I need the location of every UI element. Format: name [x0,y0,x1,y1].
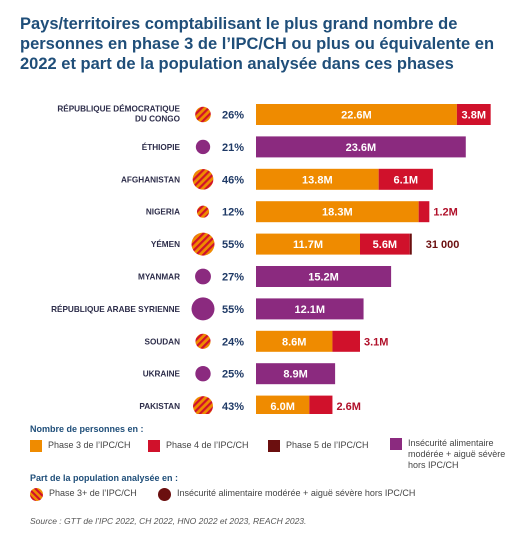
bar-segment [456,104,491,125]
bar-value-label: 6.0M [270,401,294,413]
share-circle [193,396,213,414]
bar-segment [256,330,333,352]
legend-circle [158,488,171,501]
bar-value-label: 15.2M [308,272,339,284]
category-label: ÉTHIOPIE [142,142,181,152]
category-label: RÉPUBLIQUE ARABE SYRIENNE [51,304,180,314]
chart-plot: RÉPUBLIQUE DÉMOCRATIQUE DU CONGO 26% 22.6M 3… [51,104,491,414]
bar-value-label: 8.6M [282,336,306,348]
bar-value-label: 2.6M [336,401,360,413]
bar-segment [378,168,433,190]
bar-segment [256,363,336,385]
bar-segment [256,201,419,223]
bar-segment [332,330,360,352]
bar-segment [409,233,412,255]
share-circle [195,139,211,155]
share-label: 46% [222,174,244,186]
title-part1: Pays/territoires comptabilisant le plus … [20,15,374,33]
share-circle [191,232,215,256]
legend-label: Insécurité alimentaire modérée + aiguë s… [408,438,506,470]
bar-value-label: 31 000 [426,239,460,251]
category-label: PAKISTAN [139,402,180,411]
share-circle [195,333,211,349]
bar-segment [256,298,364,320]
bar-value-label: 13.8M [302,174,333,186]
legend-label: Phase 5 de l’IPC/CH [286,440,369,450]
bar-value-label: 12.1M [294,304,325,316]
category-label: MYANMAR [138,273,180,282]
legend-swatch [390,438,402,450]
title-bold2: part de la population analysée dans ces … [80,55,454,73]
bar-segment [256,395,310,414]
share-label: 12% [222,207,244,219]
legend-item-moderate: Insécurité alimentaire modérée + aiguë s… [390,438,515,471]
legend-share-heading: Part de la population analysée en : [30,473,179,483]
bar-segment [256,104,457,125]
bar-value-label: 5.6M [373,239,397,251]
legend-label: Insécurité alimentaire modérée + aiguë s… [177,488,416,498]
bar-value-label: 3.8M [462,110,486,122]
share-label: 55% [222,239,244,251]
share-circle [195,366,211,382]
category-label: SOUDAN [145,337,181,346]
bar-segment [256,136,466,158]
legend-share-item-moderate: Insécurité alimentaire modérée + aiguë s… [158,488,415,501]
share-circle [196,205,210,218]
bar-segment [256,233,360,255]
share-circle [192,168,214,190]
chart-title: Pays/territoires comptabilisant le plus … [20,14,512,74]
legend-share-item-ipc: Phase 3+ de l’IPC/CH [30,488,137,501]
share-circle [195,268,211,285]
category-label: NIGERIA [146,208,180,217]
title-part2: en 2022 et [20,35,495,73]
legend-label: Phase 3+ de l’IPC/CH [49,488,137,498]
category-label: UKRAINE [143,370,181,379]
category-label: RÉPUBLIQUE DÉMOCRATIQUE DU CONGO [57,104,180,124]
bar-value-label: 11.7M [293,239,323,251]
share-label: 43% [222,401,244,413]
share-circle [191,297,215,321]
legend-swatch [30,440,42,452]
legend-swatch [148,440,160,452]
legend-count-heading: Nombre de personnes en : [30,424,144,434]
bar-segment [256,168,379,190]
bar-value-label: 8.9M [283,369,307,381]
share-label: 24% [222,336,244,348]
category-label: YÉMEN [151,239,180,249]
bar-value-label: 6.1M [394,174,418,186]
bar-segment [309,395,333,414]
bar-value-label: 3.1M [364,336,388,348]
bar-value-label: 1.2M [433,207,457,219]
bar-value-label: 22.6M [341,110,372,122]
share-label: 26% [222,110,244,122]
bar-segment [256,266,392,287]
legend-swatch [268,440,280,452]
share-label: 55% [222,304,244,316]
legend-label: Phase 4 de l’IPC/CH [166,440,249,450]
source-note: Source : GTT de l’IPC 2022, CH 2022, HNO… [30,516,307,526]
legend-item-phase3: Phase 3 de l’IPC/CH [30,440,140,452]
legend-item-phase5: Phase 5 de l’IPC/CH [268,440,378,452]
share-label: 21% [222,142,244,154]
category-label: AFGHANISTAN [121,175,180,184]
bar-value-label: 23.6M [346,142,377,154]
share-label: 27% [222,272,244,284]
bar-segment [360,233,410,255]
bar-value-label: 18.3M [322,207,353,219]
legend-item-phase4: Phase 4 de l’IPC/CH [148,440,258,452]
legend-circle [30,488,43,501]
share-circle [195,106,211,123]
share-label: 25% [222,369,244,381]
legend-label: Phase 3 de l’IPC/CH [48,440,131,450]
title-bold1: nombre de personnes en phase 3 de l’IPC/… [20,15,471,53]
bar-segment [418,201,430,223]
